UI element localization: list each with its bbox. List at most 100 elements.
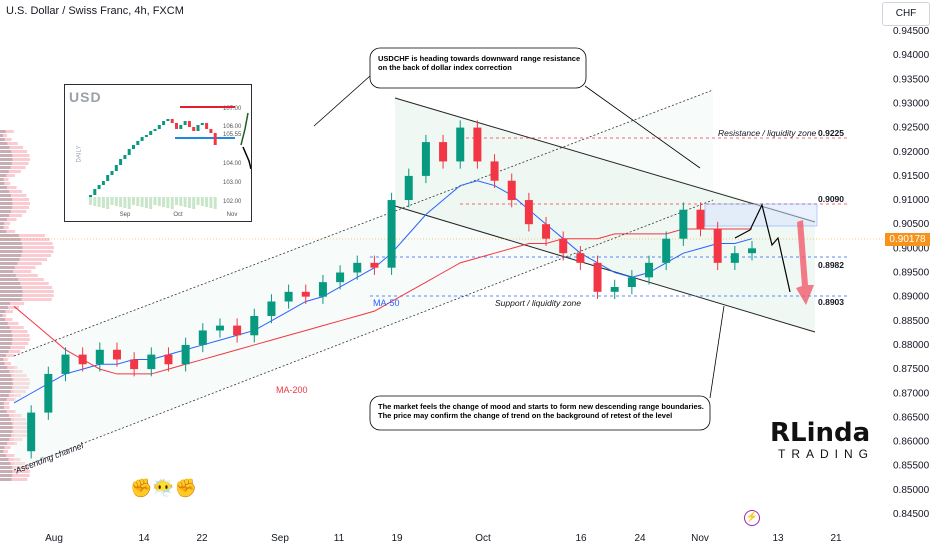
inset-x-label: Sep: [120, 212, 131, 218]
y-tick-label: 0.86000: [893, 437, 930, 448]
candle-body: [198, 330, 207, 345]
volume-bar: [0, 190, 23, 193]
callout-line-top-right: [584, 85, 701, 169]
level-label-0.9090: 0.9090: [818, 194, 844, 204]
volume-bar: [0, 270, 32, 273]
candle-body: [439, 142, 448, 162]
inset-candle: [183, 121, 187, 125]
y-tick-label: 0.92000: [893, 147, 930, 158]
volume-bar-base: [0, 278, 19, 281]
volume-bar-base: [0, 342, 12, 345]
y-tick-label: 0.91500: [893, 171, 930, 182]
ma200-line: [13, 228, 752, 375]
volume-bar: [0, 370, 23, 373]
volume-bar: [0, 294, 54, 297]
inset-candle: [127, 149, 131, 155]
volume-bar-base: [0, 374, 12, 377]
candle-body: [576, 253, 585, 263]
volume-bar-base: [0, 146, 10, 149]
volume-bar: [0, 182, 11, 185]
volume-bar: [0, 358, 8, 361]
currency-badge[interactable]: CHF: [882, 2, 930, 26]
volume-bar-base: [0, 238, 21, 241]
y-tick-label: 0.87000: [893, 388, 930, 399]
inset-candle: [93, 189, 97, 195]
inset-volume: [127, 197, 131, 209]
candle-body: [353, 262, 362, 273]
ma200-label: MA-200: [276, 385, 308, 395]
x-tick-label: 14: [138, 533, 150, 544]
volume-bar-base: [0, 318, 6, 321]
inset-volume: [183, 197, 187, 207]
candle-body: [130, 359, 139, 370]
inset-y-label: 107.00: [223, 106, 242, 112]
volume-bar: [0, 374, 27, 377]
volume-bar: [0, 342, 29, 345]
volume-bar: [0, 302, 25, 305]
y-tick-label: 0.89000: [893, 292, 930, 303]
lightning-icon[interactable]: ⚡: [744, 510, 760, 526]
candle-body: [27, 412, 36, 452]
volume-bar: [0, 314, 7, 317]
volume-bar-base: [0, 246, 23, 249]
volume-bar-base: [0, 434, 12, 437]
volume-bar-base: [0, 474, 13, 477]
volume-bar: [0, 430, 30, 433]
volume-bar-base: [0, 422, 13, 425]
volume-bar-base: [0, 306, 8, 309]
candle-body: [267, 301, 276, 316]
x-tick-label: Sep: [271, 533, 289, 544]
volume-bar: [0, 254, 52, 257]
volume-bar: [0, 422, 29, 425]
volume-bar-base: [0, 386, 13, 389]
volume-bar-base: [0, 298, 22, 301]
inset-candle: [97, 185, 101, 189]
volume-bar-base: [0, 258, 20, 261]
volume-bar: [0, 478, 28, 481]
volume-bar-base: [0, 350, 9, 353]
volume-bar-base: [0, 366, 8, 369]
volume-bar: [0, 330, 28, 333]
inset-volume: [132, 197, 135, 205]
volume-bar: [0, 154, 30, 157]
x-tick-label: 11: [334, 533, 345, 544]
inset-volume: [119, 197, 123, 207]
y-tick-label: 0.92500: [893, 123, 930, 134]
candle-body: [250, 315, 259, 336]
ascending-channel-upper: [13, 89, 714, 357]
volume-bar-base: [0, 154, 13, 157]
x-tick-label: Nov: [691, 533, 709, 544]
inset-candle: [153, 129, 157, 131]
inset-candle: [213, 133, 217, 145]
volume-bar-base: [0, 138, 5, 141]
volume-bar: [0, 142, 18, 145]
volume-bar-base: [0, 218, 7, 221]
volume-bar: [0, 442, 17, 445]
candle-body: [748, 248, 756, 254]
volume-bar-base: [0, 210, 11, 213]
inset-volume: [123, 197, 127, 208]
volume-bar: [0, 278, 44, 281]
candle-body: [696, 209, 705, 230]
volume-bar: [0, 194, 27, 197]
channel-fill: [14, 90, 815, 470]
volume-bar-base: [0, 330, 12, 333]
volume-bar: [0, 282, 49, 285]
volume-bar: [0, 414, 22, 417]
volume-bar-base: [0, 254, 22, 257]
inset-candle: [200, 123, 204, 125]
level-label-0.8982: 0.8982: [818, 260, 844, 270]
volume-bar-base: [0, 442, 8, 445]
inset-y-label: 105.55: [223, 132, 242, 138]
inset-candle: [110, 171, 114, 175]
x-tick-label: 16: [575, 533, 587, 544]
volume-bar: [0, 338, 30, 341]
volume-bar-base: [0, 346, 11, 349]
x-tick-label: 13: [772, 533, 784, 544]
volume-bar: [0, 410, 16, 413]
y-tick-label: 0.90500: [893, 219, 930, 230]
volume-bar-base: [0, 398, 7, 401]
inset-candle: [187, 121, 191, 127]
volume-bar: [0, 226, 9, 229]
volume-bar: [0, 438, 23, 441]
